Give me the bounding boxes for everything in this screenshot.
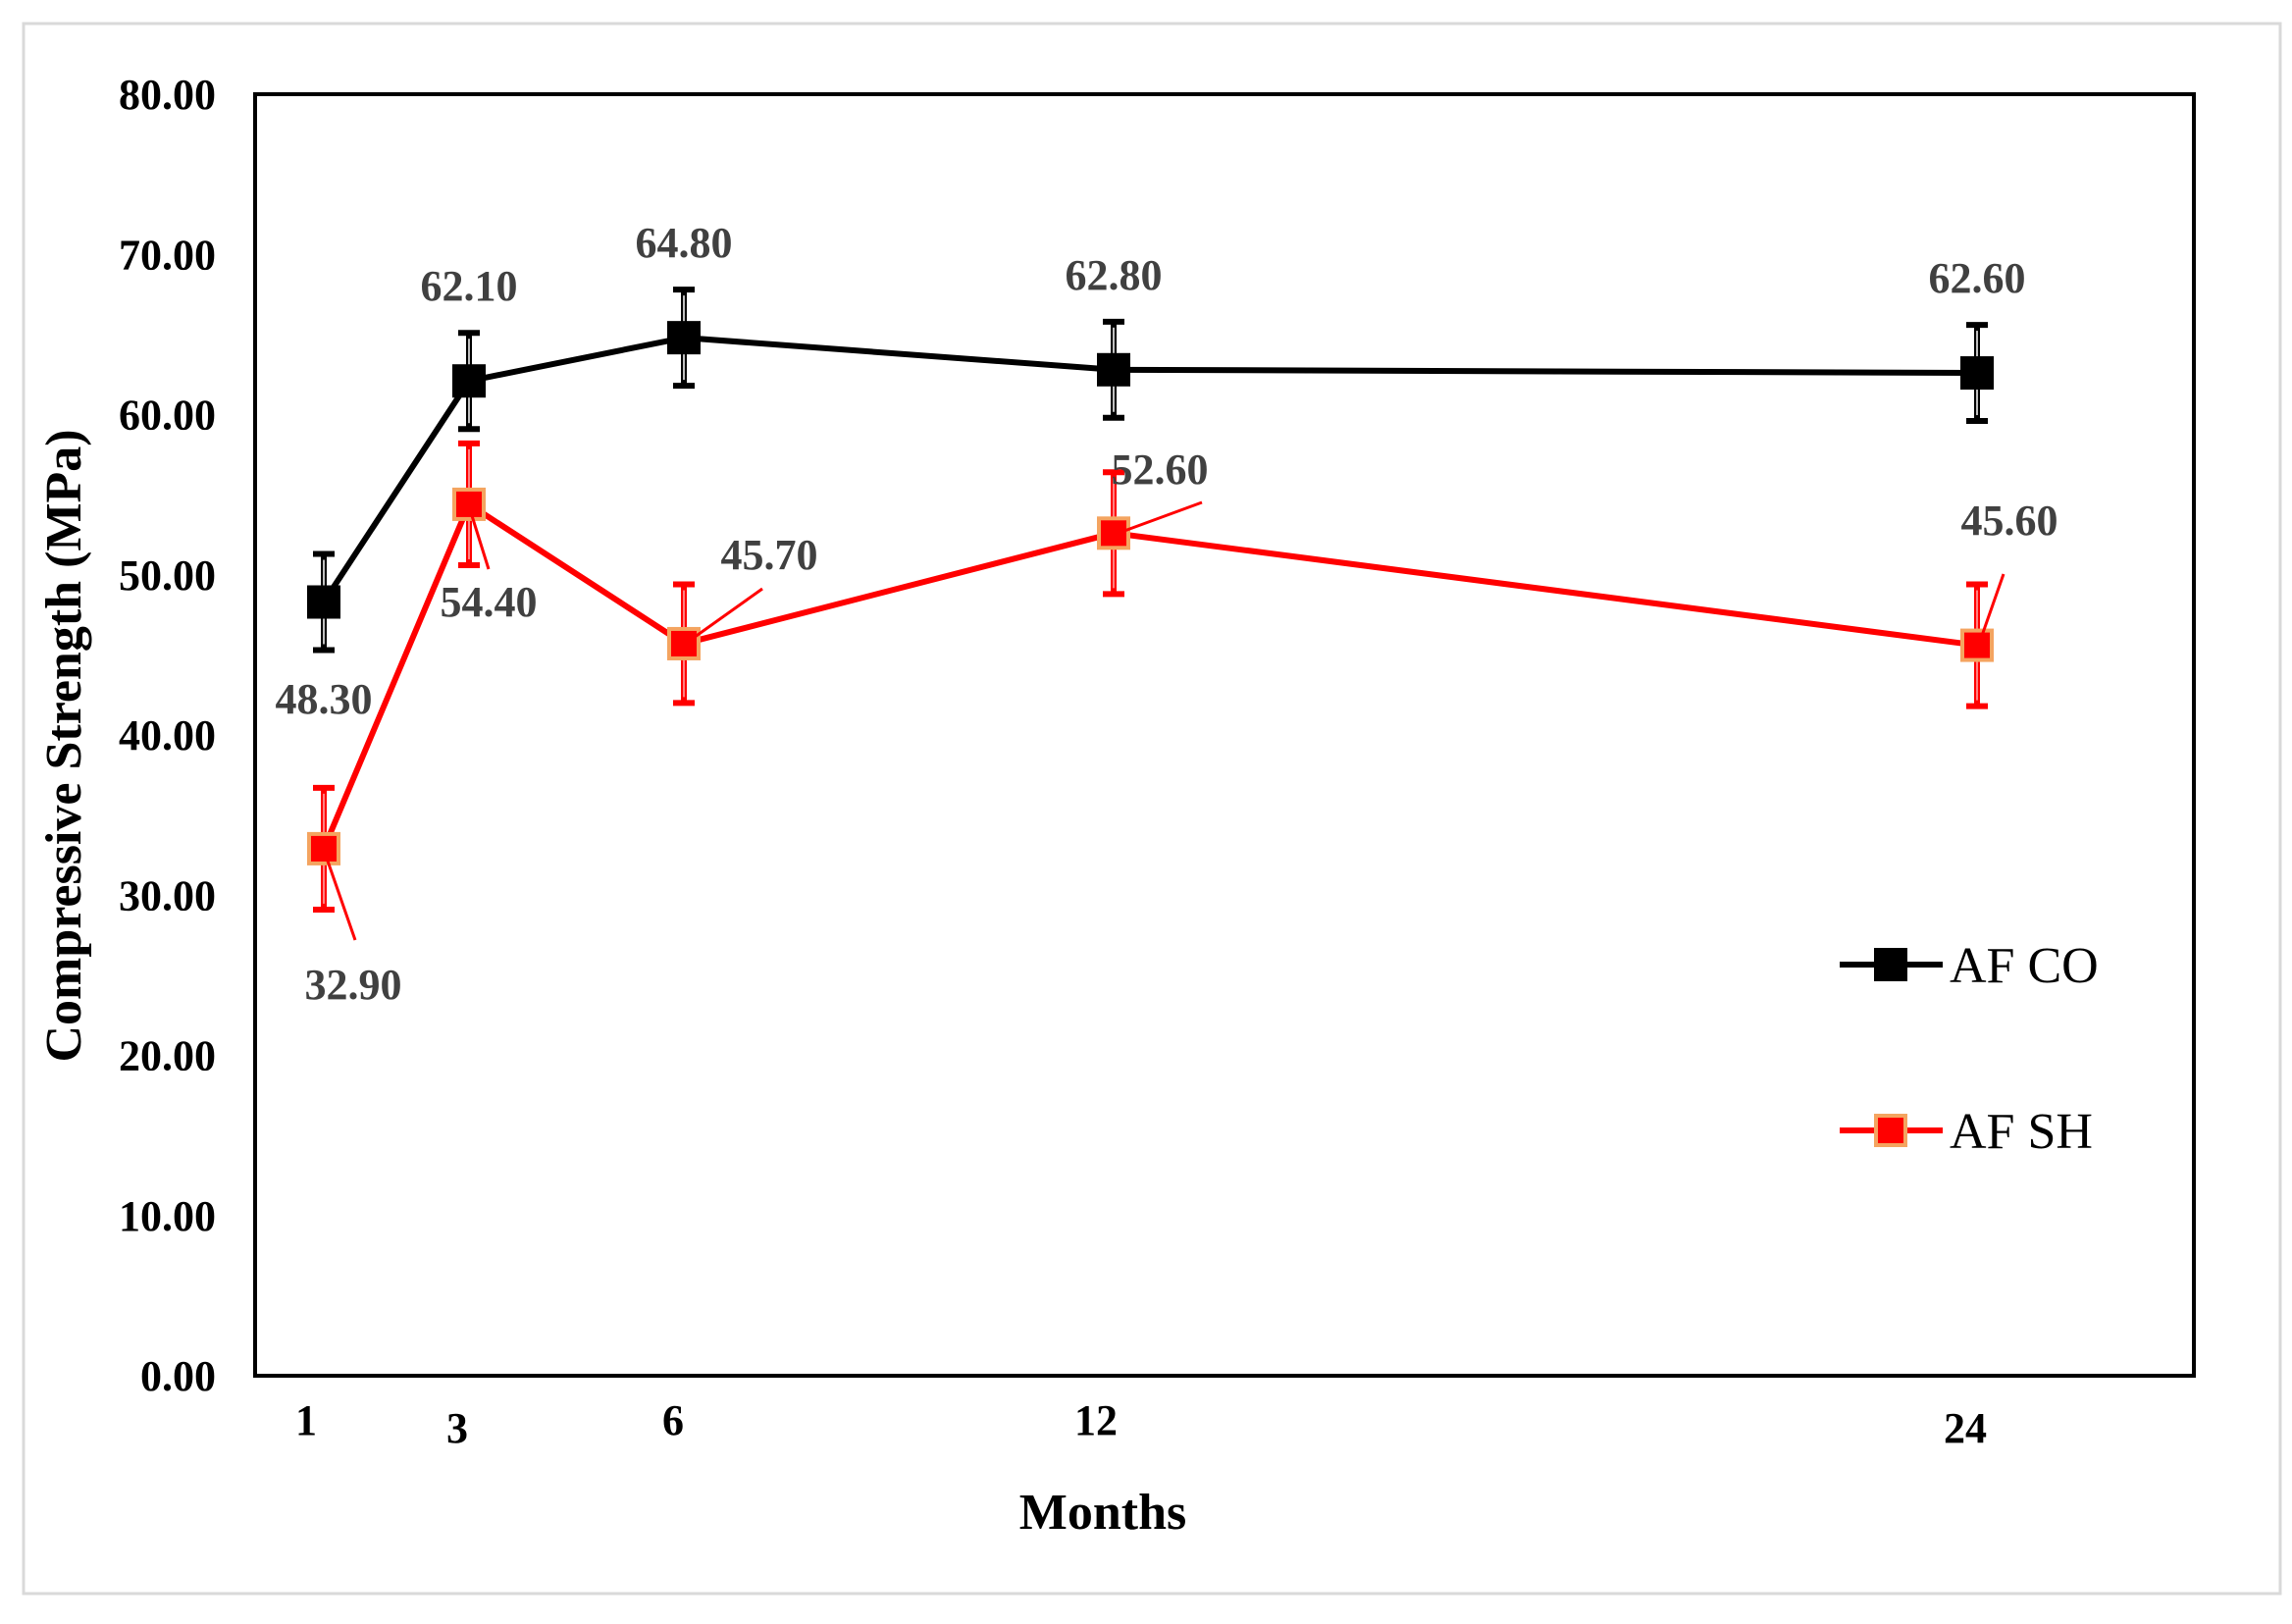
data-point-marker — [307, 585, 340, 619]
data-label: 62.60 — [1929, 254, 2026, 302]
series-af-co — [307, 287, 1994, 654]
x-tick-label: 1 — [295, 1396, 317, 1444]
data-point-marker — [1097, 516, 1130, 550]
x-tick-label: 3 — [446, 1404, 468, 1452]
data-label-leader — [1975, 573, 2006, 651]
data-label-leader — [1113, 500, 1203, 537]
y-tick-label: 50.00 — [119, 551, 216, 600]
data-point-marker — [307, 831, 340, 865]
data-label: 62.10 — [421, 262, 518, 310]
data-label-leader — [467, 505, 491, 570]
legend: AF CO AF SH — [1840, 938, 2099, 1160]
y-tick-label: 70.00 — [119, 231, 216, 279]
x-axis-ticks: 1 3 6 12 24 — [295, 1396, 1987, 1452]
y-tick-label: 10.00 — [119, 1192, 216, 1240]
data-point-marker — [667, 321, 701, 355]
data-label: 54.40 — [441, 578, 538, 626]
legend-marker-af-co — [1874, 948, 1907, 981]
figure-border — [22, 22, 2282, 1596]
data-label: 45.60 — [1961, 497, 2058, 545]
data-label: 62.80 — [1066, 251, 1163, 299]
y-tick-label: 40.00 — [119, 711, 216, 760]
x-tick-label: 12 — [1074, 1396, 1118, 1444]
y-axis-ticks: 0.00 10.00 20.00 30.00 40.00 50.00 60.00 70.00 8… — [119, 71, 216, 1400]
legend-label-af-co: AF CO — [1950, 938, 2099, 994]
plot-area — [253, 92, 2196, 1378]
y-tick-label: 80.00 — [119, 71, 216, 119]
data-point-marker — [1960, 356, 1994, 391]
x-tick-label: 24 — [1944, 1404, 1987, 1452]
data-label: 48.30 — [276, 675, 373, 723]
y-tick-label: 30.00 — [119, 871, 216, 919]
legend-entry-af-co: AF CO — [1840, 938, 2099, 994]
legend-entry-af-sh: AF SH — [1840, 1104, 2093, 1160]
data-point-marker — [452, 487, 486, 521]
data-label-leader — [683, 587, 763, 647]
data-label: 32.90 — [305, 961, 402, 1009]
y-tick-label: 20.00 — [119, 1032, 216, 1080]
data-point-marker — [1097, 352, 1130, 387]
x-tick-label: 6 — [662, 1396, 684, 1444]
y-tick-label: 60.00 — [119, 392, 216, 440]
data-label: 64.80 — [636, 219, 733, 267]
x-axis-title: Months — [1019, 1485, 1186, 1541]
data-label: 45.70 — [721, 531, 818, 579]
data-label-layer: 48.30 62.10 64.80 62.80 62.60 32.90 54.40 45.70… — [276, 219, 2058, 1009]
legend-marker-af-sh — [1874, 1114, 1907, 1147]
data-point-marker — [452, 364, 486, 398]
y-axis-title: Compressive Strength (MPa) — [36, 429, 92, 1062]
data-label: 52.60 — [1112, 445, 1209, 494]
y-tick-label: 0.00 — [140, 1352, 216, 1400]
data-label-leader — [322, 849, 357, 941]
legend-label-af-sh: AF SH — [1950, 1104, 2093, 1160]
